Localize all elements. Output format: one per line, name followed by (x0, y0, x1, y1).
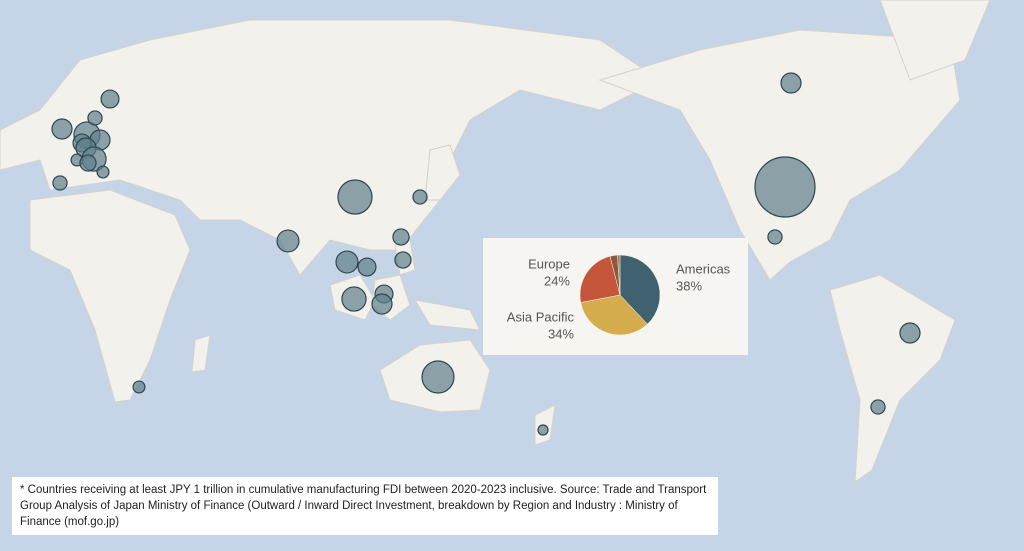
land (0, 0, 991, 484)
bubble (392, 228, 410, 246)
bubble (899, 322, 921, 344)
pie-slice (580, 294, 648, 336)
pie-slice (619, 254, 661, 325)
bubble (394, 251, 412, 269)
bubble (335, 250, 359, 274)
bubble (870, 399, 886, 415)
pie-label: Asia Pacific (507, 309, 575, 324)
bubble (96, 165, 110, 179)
bubble (412, 189, 428, 205)
bubble (421, 360, 455, 394)
bubble (754, 156, 816, 218)
pie-label: Americas (676, 261, 731, 276)
bubble (132, 380, 146, 394)
pie-slice (617, 254, 621, 296)
bubble (276, 229, 300, 253)
pie-value-label: 38% (676, 278, 702, 293)
bubble (87, 110, 103, 126)
bubble (51, 118, 73, 140)
bubble (341, 286, 367, 312)
pie-label: Europe (528, 256, 570, 271)
pie-value-label: 34% (548, 326, 574, 341)
bubble (337, 179, 373, 215)
bubble (371, 293, 393, 315)
bubble (100, 89, 120, 109)
bubble (767, 229, 783, 245)
bubble (780, 72, 802, 94)
bubble (52, 175, 68, 191)
pie-slice (579, 255, 621, 303)
bubble (79, 154, 97, 172)
bubble (357, 257, 377, 277)
footnote: * Countries receiving at least JPY 1 tri… (12, 477, 718, 535)
bubble (537, 424, 549, 436)
pie-value-label: 24% (544, 273, 570, 288)
